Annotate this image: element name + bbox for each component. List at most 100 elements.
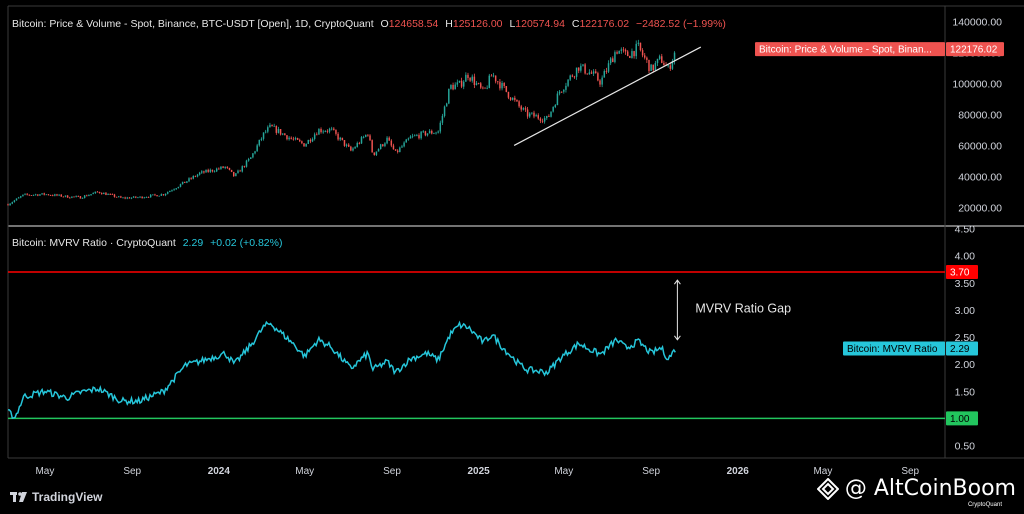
candle[interactable] [313, 132, 316, 141]
candle[interactable] [405, 138, 407, 143]
candle[interactable] [629, 55, 631, 59]
candle[interactable] [111, 193, 114, 195]
candle[interactable] [490, 74, 493, 77]
candle[interactable] [192, 175, 195, 180]
candle[interactable] [237, 169, 239, 174]
candle[interactable] [220, 166, 222, 170]
candle[interactable] [388, 136, 390, 141]
candle[interactable] [375, 151, 378, 157]
candle[interactable] [166, 191, 169, 195]
candle[interactable] [556, 91, 559, 106]
candle[interactable] [252, 152, 254, 159]
candle[interactable] [612, 56, 614, 63]
candle[interactable] [49, 194, 52, 196]
candle[interactable] [543, 116, 546, 124]
candle[interactable] [309, 138, 312, 144]
candle[interactable] [316, 132, 318, 136]
candle[interactable] [7, 203, 9, 206]
candle[interactable] [654, 60, 657, 72]
candle[interactable] [590, 70, 593, 75]
candle[interactable] [154, 193, 156, 196]
candle[interactable] [658, 54, 661, 61]
candle[interactable] [454, 82, 456, 90]
candle[interactable] [190, 177, 192, 180]
candle[interactable] [567, 79, 569, 88]
candle[interactable] [215, 167, 218, 173]
mvrv-pane[interactable] [7, 271, 945, 420]
candle[interactable] [198, 171, 201, 176]
candle[interactable] [499, 78, 501, 91]
candle[interactable] [20, 195, 22, 199]
candle[interactable] [418, 133, 420, 140]
candle[interactable] [260, 137, 263, 142]
candle[interactable] [671, 58, 674, 71]
candle[interactable] [156, 194, 158, 197]
candle[interactable] [650, 63, 652, 71]
candle[interactable] [343, 139, 346, 147]
candle[interactable] [226, 166, 229, 169]
candle[interactable] [66, 195, 69, 198]
candle[interactable] [373, 152, 376, 156]
candle[interactable] [239, 169, 241, 172]
candle[interactable] [541, 118, 544, 124]
candle[interactable] [528, 112, 531, 119]
candle[interactable] [107, 193, 109, 196]
candle[interactable] [437, 130, 439, 134]
candle[interactable] [639, 42, 642, 52]
candle[interactable] [194, 175, 197, 178]
candle[interactable] [518, 100, 520, 108]
candle[interactable] [537, 113, 540, 120]
candle[interactable] [365, 134, 367, 138]
candle[interactable] [28, 194, 31, 196]
candle[interactable] [275, 125, 278, 135]
candle[interactable] [96, 191, 99, 193]
candle[interactable] [622, 46, 625, 53]
candle[interactable] [333, 127, 335, 131]
candle[interactable] [605, 67, 608, 74]
candle[interactable] [9, 203, 11, 206]
candle[interactable] [641, 48, 644, 58]
candle[interactable] [554, 104, 557, 109]
candle[interactable] [673, 51, 676, 65]
candle[interactable] [286, 135, 288, 141]
candle[interactable] [462, 80, 465, 90]
candle[interactable] [663, 60, 665, 66]
candle[interactable] [667, 64, 669, 68]
candle[interactable] [88, 194, 90, 197]
candle[interactable] [458, 80, 461, 83]
candle[interactable] [558, 90, 561, 96]
candle[interactable] [426, 133, 429, 137]
candle[interactable] [399, 146, 401, 153]
candle[interactable] [465, 72, 467, 82]
candle[interactable] [356, 141, 358, 148]
candle[interactable] [482, 86, 484, 90]
candle[interactable] [439, 120, 442, 134]
candle[interactable] [358, 141, 361, 145]
candle[interactable] [17, 196, 20, 199]
candle[interactable] [22, 194, 24, 197]
candle[interactable] [575, 67, 578, 80]
candle[interactable] [247, 157, 250, 162]
candle[interactable] [477, 82, 480, 85]
candle[interactable] [371, 139, 373, 153]
candle[interactable] [196, 173, 199, 178]
candle[interactable] [130, 197, 133, 200]
candle[interactable] [115, 196, 118, 198]
candle[interactable] [475, 80, 478, 86]
candle[interactable] [284, 133, 286, 136]
candle[interactable] [471, 74, 473, 83]
candle[interactable] [620, 47, 623, 54]
candle[interactable] [179, 183, 182, 188]
candle[interactable] [224, 166, 226, 170]
candle[interactable] [631, 48, 633, 59]
candle[interactable] [339, 136, 341, 142]
candle[interactable] [350, 145, 352, 152]
price-pane[interactable] [7, 39, 702, 206]
candle[interactable] [30, 195, 33, 196]
candle[interactable] [143, 196, 146, 199]
candle[interactable] [211, 169, 214, 173]
candle[interactable] [571, 74, 574, 78]
candle[interactable] [456, 79, 459, 87]
candle[interactable] [254, 150, 256, 155]
candle[interactable] [646, 56, 648, 63]
